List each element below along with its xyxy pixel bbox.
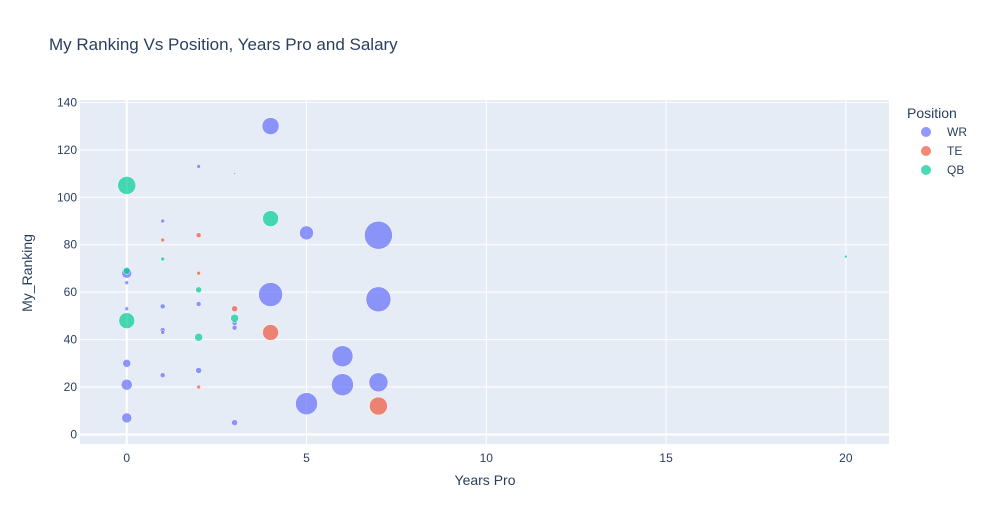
- y-tick-label: 20: [64, 380, 78, 394]
- data-point[interactable]: [299, 225, 314, 241]
- x-axis-ticks: 0 5 10 15 20: [123, 451, 852, 465]
- series-qb: [117, 176, 848, 342]
- data-point[interactable]: [160, 237, 165, 243]
- plot-area: [80, 100, 889, 444]
- data-point[interactable]: [194, 332, 203, 342]
- y-tick-label: 120: [57, 143, 77, 157]
- data-point[interactable]: [122, 359, 131, 368]
- x-axis-title: Years Pro: [455, 472, 516, 488]
- data-point[interactable]: [124, 280, 129, 285]
- legend-label: QB: [947, 163, 964, 177]
- data-point[interactable]: [233, 172, 236, 175]
- data-point[interactable]: [369, 396, 388, 416]
- legend: Position WR TE QB: [907, 105, 967, 177]
- x-tick-label: 10: [480, 451, 494, 465]
- data-point[interactable]: [159, 303, 166, 310]
- data-point[interactable]: [117, 176, 136, 195]
- data-point[interactable]: [195, 301, 202, 307]
- data-point[interactable]: [196, 164, 201, 169]
- legend-item-qb[interactable]: QB: [921, 163, 964, 177]
- data-point[interactable]: [118, 312, 135, 329]
- legend-label: WR: [947, 125, 967, 139]
- y-tick-label: 40: [64, 333, 78, 347]
- y-tick-label: 0: [70, 428, 77, 442]
- data-point[interactable]: [195, 232, 202, 238]
- data-point[interactable]: [196, 384, 201, 390]
- legend-item-te[interactable]: TE: [921, 144, 962, 158]
- chart-title: My Ranking Vs Position, Years Pro and Sa…: [49, 35, 398, 54]
- data-point[interactable]: [231, 325, 238, 331]
- data-point[interactable]: [124, 306, 129, 312]
- legend-title: Position: [907, 105, 957, 121]
- data-point[interactable]: [121, 412, 132, 424]
- legend-marker: [921, 165, 931, 175]
- y-tick-label: 60: [64, 285, 78, 299]
- data-point[interactable]: [844, 254, 848, 259]
- data-point[interactable]: [230, 314, 239, 323]
- legend-marker: [921, 127, 931, 137]
- data-point[interactable]: [120, 378, 133, 391]
- grid-lines: [80, 100, 889, 444]
- legend-marker: [921, 146, 931, 156]
- data-point[interactable]: [122, 267, 131, 275]
- y-tick-label: 140: [57, 95, 77, 109]
- data-point[interactable]: [261, 117, 280, 135]
- y-axis-ticks: 0 20 40 60 80 100 120 140: [57, 95, 77, 441]
- data-point[interactable]: [364, 220, 393, 250]
- y-tick-label: 100: [57, 190, 77, 204]
- data-point[interactable]: [231, 305, 238, 313]
- series-wr: [120, 117, 393, 426]
- data-point[interactable]: [365, 286, 392, 313]
- data-point[interactable]: [331, 373, 354, 396]
- data-point[interactable]: [295, 392, 318, 415]
- data-point[interactable]: [195, 286, 202, 294]
- x-tick-label: 20: [839, 451, 853, 465]
- data-point[interactable]: [159, 372, 166, 378]
- data-point[interactable]: [262, 324, 279, 341]
- data-point[interactable]: [196, 270, 201, 276]
- data-points: [117, 117, 848, 426]
- data-point[interactable]: [195, 367, 202, 374]
- data-point[interactable]: [160, 218, 165, 224]
- series-te: [160, 232, 388, 416]
- legend-label: TE: [947, 144, 962, 158]
- legend-item-wr[interactable]: WR: [921, 125, 967, 139]
- x-tick-label: 0: [123, 451, 130, 465]
- data-point[interactable]: [262, 210, 279, 227]
- y-tick-label: 80: [64, 238, 78, 252]
- data-point[interactable]: [231, 419, 238, 426]
- y-axis-title: My_Ranking: [19, 234, 35, 312]
- data-point[interactable]: [331, 345, 354, 367]
- data-point[interactable]: [368, 372, 389, 393]
- data-point[interactable]: [258, 282, 283, 307]
- x-tick-label: 5: [303, 451, 310, 465]
- x-tick-label: 15: [659, 451, 673, 465]
- data-point[interactable]: [160, 256, 165, 262]
- data-point[interactable]: [160, 330, 165, 335]
